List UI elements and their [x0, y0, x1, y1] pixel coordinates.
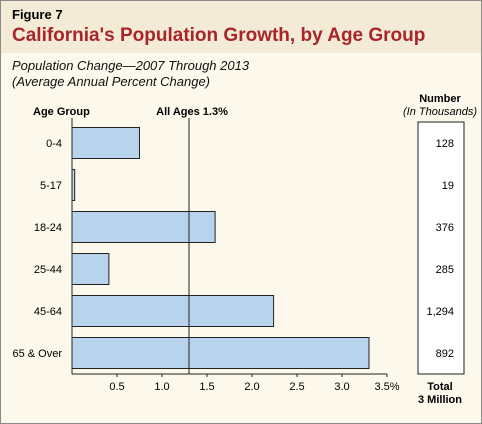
figure-header: Figure 7 California's Population Growth,…	[1, 1, 481, 53]
reference-line-label: All Ages 1.3%	[156, 106, 228, 118]
bar-45-64	[71, 295, 275, 327]
table-header-units: (In Thousands)	[403, 106, 477, 118]
category-label: 65 & Over	[12, 348, 62, 360]
category-label: 25-44	[34, 264, 62, 276]
x-tick-label: 1.0	[154, 381, 169, 393]
x-tick-label: 3.5%	[374, 381, 399, 393]
category-label: 5-17	[40, 180, 62, 192]
category-label: 45-64	[34, 306, 62, 318]
table-total-value: 3 Million	[418, 394, 462, 406]
table-value: 128	[436, 138, 454, 150]
bar-25-44	[71, 253, 110, 285]
table-value: 19	[442, 180, 454, 192]
category-label: 0-4	[46, 138, 62, 150]
x-tick-label: 1.5	[199, 381, 214, 393]
table-value: 892	[436, 348, 454, 360]
x-tick-label: 0.5	[109, 381, 124, 393]
x-tick-label: 2.5	[289, 381, 304, 393]
table-value: 376	[436, 222, 454, 234]
bar-18-24	[71, 211, 216, 243]
x-tick-label: 3.0	[334, 381, 349, 393]
bar-0-4	[71, 127, 140, 159]
category-axis-title: Age Group	[33, 106, 90, 118]
table-header-number: Number	[419, 93, 461, 105]
table-value: 285	[436, 264, 454, 276]
bar-65-over	[71, 337, 370, 369]
x-tick-label: 2.0	[244, 381, 259, 393]
chart-subtitle: Population Change—2007 Through 2013 (Ave…	[12, 58, 249, 90]
figure-label: Figure 7	[12, 7, 63, 22]
subtitle-line-2: (Average Annual Percent Change)	[12, 74, 211, 89]
category-label: 18-24	[34, 222, 62, 234]
subtitle-line-1: Population Change—2007 Through 2013	[12, 58, 250, 73]
side-table-box	[417, 121, 465, 375]
table-total-label: Total	[427, 381, 452, 393]
figure-title: California's Population Growth, by Age G…	[12, 25, 426, 46]
table-value: 1,294	[426, 306, 454, 318]
